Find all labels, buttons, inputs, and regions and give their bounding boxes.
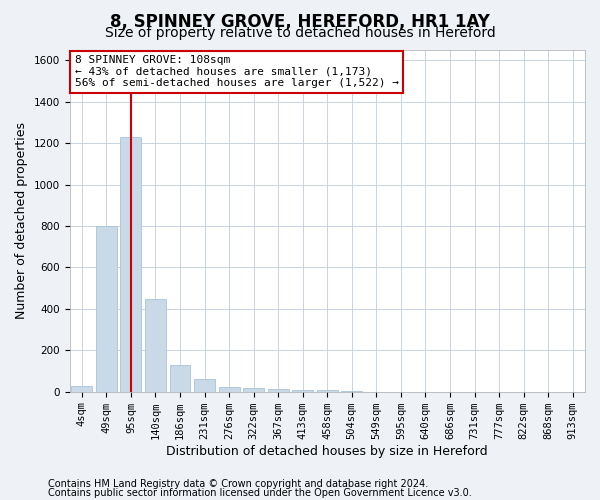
Text: 8 SPINNEY GROVE: 108sqm
← 43% of detached houses are smaller (1,173)
56% of semi: 8 SPINNEY GROVE: 108sqm ← 43% of detache… xyxy=(74,55,398,88)
Bar xyxy=(121,137,142,392)
Bar xyxy=(145,298,166,392)
Bar xyxy=(292,390,313,392)
Y-axis label: Number of detached properties: Number of detached properties xyxy=(15,122,28,320)
Bar xyxy=(341,390,362,392)
Text: Size of property relative to detached houses in Hereford: Size of property relative to detached ho… xyxy=(104,26,496,40)
Bar xyxy=(71,386,92,392)
Bar xyxy=(96,226,117,392)
Text: Contains public sector information licensed under the Open Government Licence v3: Contains public sector information licen… xyxy=(48,488,472,498)
Text: Contains HM Land Registry data © Crown copyright and database right 2024.: Contains HM Land Registry data © Crown c… xyxy=(48,479,428,489)
Bar xyxy=(218,386,239,392)
Bar xyxy=(317,390,338,392)
Bar xyxy=(194,380,215,392)
Bar xyxy=(170,365,190,392)
X-axis label: Distribution of detached houses by size in Hereford: Distribution of detached houses by size … xyxy=(166,444,488,458)
Bar xyxy=(268,388,289,392)
Bar xyxy=(243,388,264,392)
Text: 8, SPINNEY GROVE, HEREFORD, HR1 1AY: 8, SPINNEY GROVE, HEREFORD, HR1 1AY xyxy=(110,12,490,30)
